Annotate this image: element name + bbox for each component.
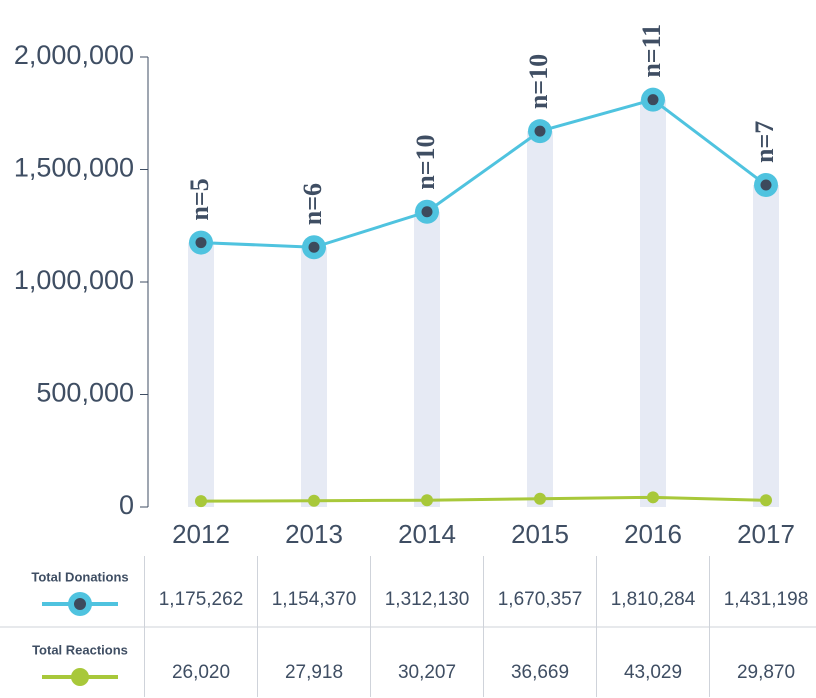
point <box>534 492 546 505</box>
n-label: n=7 <box>750 121 779 163</box>
legend-label: Total Reactions <box>32 642 128 657</box>
table-cell: 1,175,262 <box>159 589 244 610</box>
x-tick-label: 2017 <box>737 519 795 549</box>
value-band <box>753 184 779 507</box>
table-cell: 1,312,130 <box>385 589 470 610</box>
point-core <box>647 94 659 106</box>
point-core <box>195 237 207 249</box>
legend-label: Total Donations <box>31 569 128 584</box>
y-tick-label: 1,500,000 <box>14 153 134 183</box>
point-core <box>308 241 320 253</box>
n-label: n=10 <box>411 134 440 189</box>
table-cell: 43,029 <box>624 662 682 683</box>
legend-marker <box>71 668 89 686</box>
y-tick-label: 500,000 <box>36 378 134 408</box>
point <box>421 494 433 507</box>
series-line <box>200 495 767 503</box>
y-tick-label: 0 <box>119 490 134 520</box>
legend-marker-core <box>74 598 86 610</box>
table-cell: 1,431,198 <box>724 589 809 610</box>
table-cell: 27,918 <box>285 662 343 683</box>
x-tick-label: 2013 <box>285 519 343 549</box>
table-cell: 1,670,357 <box>498 589 583 610</box>
table-cell: 36,669 <box>511 662 569 683</box>
point-core <box>534 125 546 137</box>
x-tick-label: 2016 <box>624 519 682 549</box>
x-tick-label: 2012 <box>172 519 230 549</box>
x-tick-label: 2014 <box>398 519 456 549</box>
y-tick-label: 1,000,000 <box>14 265 134 295</box>
value-band <box>301 247 327 507</box>
n-label: n=10 <box>524 54 553 109</box>
table-cell: 30,207 <box>398 662 456 683</box>
table-cell: 29,870 <box>737 662 795 683</box>
table-cell: 26,020 <box>172 662 230 683</box>
table-cell: 1,154,370 <box>272 589 357 610</box>
n-label: n=5 <box>185 178 214 220</box>
n-label: n=6 <box>298 183 327 225</box>
table-cell: 1,810,284 <box>611 589 696 610</box>
value-band <box>640 99 666 507</box>
value-band <box>188 242 214 508</box>
series-line <box>200 98 767 249</box>
value-band <box>414 211 440 507</box>
point <box>760 494 772 507</box>
n-label: n=11 <box>637 24 666 78</box>
value-band <box>527 131 553 507</box>
point <box>308 494 320 507</box>
point <box>647 491 659 504</box>
point-core <box>421 206 433 218</box>
point <box>195 495 207 508</box>
x-tick-label: 2015 <box>511 519 569 549</box>
point-core <box>760 179 772 191</box>
y-tick-label: 2,000,000 <box>14 40 134 70</box>
